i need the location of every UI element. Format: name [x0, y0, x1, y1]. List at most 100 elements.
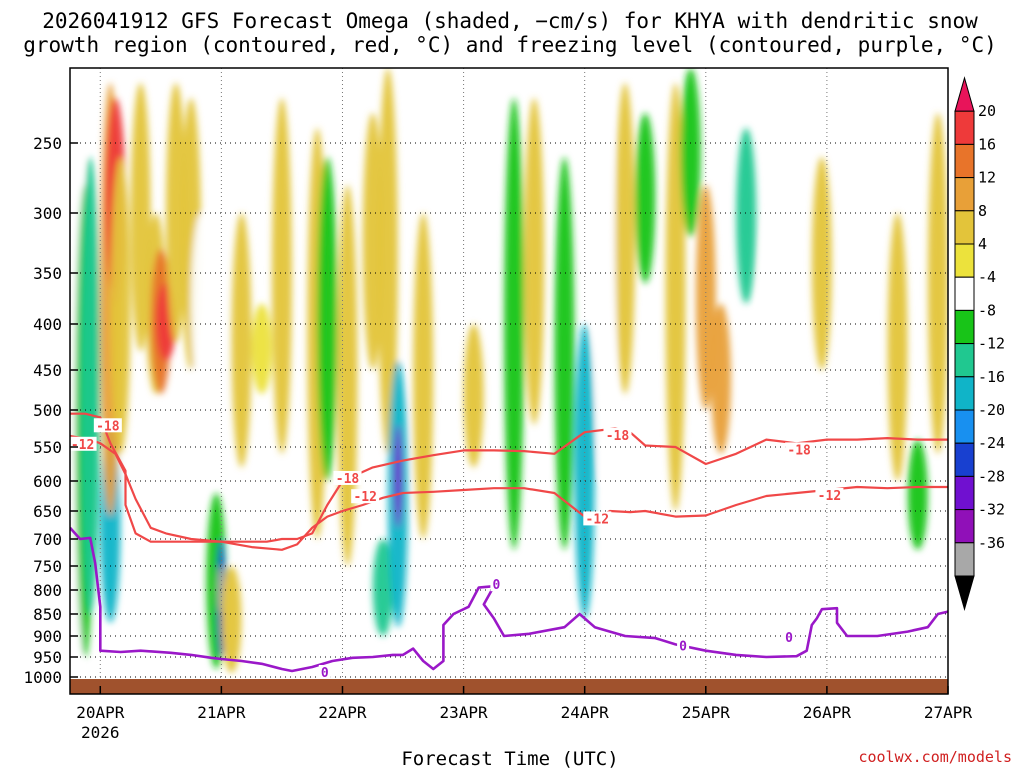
omega-cell: [927, 113, 948, 454]
contour-label-bg: [815, 488, 844, 502]
grid-lines: [70, 68, 948, 694]
omega-cell: [251, 303, 272, 394]
colorbar-segment: [954, 210, 975, 245]
plot-frame: [69, 67, 949, 695]
colorbar-tick-label: -8: [978, 301, 996, 319]
colorbar-segment: [954, 143, 975, 179]
contour-label: -12: [71, 438, 94, 453]
contour-label: -18: [96, 419, 120, 434]
colorbar-segment: [954, 110, 975, 145]
contour-label: -12: [586, 512, 609, 527]
contour-label-bg: [677, 638, 690, 653]
colorbar-tick-label: -4: [978, 268, 996, 286]
contour-label-bg: [93, 418, 122, 433]
colorbar-top-arrow: [954, 76, 975, 112]
omega-cell: [372, 539, 393, 636]
colorbar-tick-label: -16: [978, 368, 1005, 386]
y-tick-label: 250: [33, 134, 62, 153]
terrain-strip: [70, 679, 948, 694]
omega-cell: [907, 439, 928, 550]
y-tick-label: 700: [33, 530, 62, 549]
y-tick-label: 750: [33, 557, 62, 576]
y-tick-label: 850: [33, 605, 62, 624]
omega-cell: [554, 157, 575, 550]
omega-cell: [110, 157, 131, 454]
y-tick-label: 550: [33, 438, 62, 457]
colorbar-tick-label: -24: [978, 434, 1005, 452]
colorbar-tick-label: 12: [978, 169, 996, 187]
omega-cell: [811, 157, 832, 370]
colorbar-tick-label: -20: [978, 401, 1005, 419]
colorbar-segment: [954, 509, 975, 544]
colorbar-tick-label: 4: [978, 235, 987, 253]
x-tick-label: 22APR: [318, 703, 367, 722]
omega-cell: [524, 98, 545, 425]
contour-label: 0: [785, 631, 793, 646]
omega-cell: [504, 98, 525, 550]
omega-cell: [362, 113, 383, 370]
y-tick-label: 300: [33, 204, 62, 223]
contour-label: -12: [353, 490, 376, 505]
contour-label-bg: [333, 470, 362, 485]
omega-cell: [130, 83, 151, 352]
contour-line: [70, 434, 948, 551]
colorbar-segment: [954, 442, 975, 477]
omega-shading: [70, 68, 948, 677]
omega-cell: [594, 98, 615, 481]
contour-label: -18: [606, 429, 630, 444]
x-tick-label: 27APR: [924, 703, 973, 722]
x-tick-label: 24APR: [561, 703, 610, 722]
omega-cell: [271, 98, 292, 454]
x-axis-title: Forecast Time (UTC): [401, 748, 618, 768]
y-tick-label: 950: [33, 648, 62, 667]
y-tick-label: 350: [33, 264, 62, 283]
contour-label: 0: [321, 666, 329, 681]
omega-cell: [413, 213, 434, 539]
colorbar-segment: [954, 376, 975, 411]
contour-line: [70, 526, 948, 673]
omega-cell: [680, 68, 701, 237]
colorbar-bottom-arrow: [954, 575, 975, 612]
omega-cell: [393, 424, 402, 528]
omega-cell: [377, 68, 398, 454]
y-tick-label: 600: [33, 472, 62, 491]
x-tick-sublabel: 2026: [81, 723, 120, 742]
omega-cell: [463, 324, 484, 468]
y-tick-label: 650: [33, 502, 62, 521]
omega-cell: [317, 157, 338, 481]
contour-label-bg: [318, 665, 331, 679]
colorbar-tick-label: -28: [978, 467, 1005, 485]
contour-label: -12: [818, 489, 841, 504]
contour-label-bg: [490, 577, 503, 592]
colorbar-segment: [954, 542, 975, 577]
colorbar-segment: [954, 409, 975, 444]
omega-cell: [231, 213, 252, 468]
y-tick-label: 800: [33, 581, 62, 600]
colorbar-tick-label: -36: [978, 534, 1005, 552]
omega-cell: [574, 324, 595, 619]
omega-cell: [635, 113, 656, 284]
y-tick-label: 900: [33, 627, 62, 646]
x-tick-label: 25APR: [682, 703, 731, 722]
omega-cell: [221, 566, 242, 673]
omega-cell: [80, 157, 101, 614]
colorbar-segment: [954, 177, 975, 212]
y-tick-label: 400: [33, 315, 62, 334]
omega-cell: [710, 303, 731, 454]
colorbar-tick-label: -12: [978, 335, 1005, 353]
contour-label-bg: [603, 427, 632, 442]
contour-label: 0: [492, 578, 500, 593]
contour-label-bg: [785, 442, 814, 457]
omega-cell: [761, 213, 782, 410]
omega-cell: [736, 128, 757, 304]
contour-label-bg: [351, 489, 380, 504]
contour-label-bg: [583, 511, 612, 526]
contour-label: 0: [679, 640, 687, 655]
chart-title-line-1: 2026041912 GFS Forecast Omega (shaded, −…: [42, 9, 978, 33]
colorbar: 20 16 12 8 4 -4 -8 -12 -16 -20 -24 -28 -32 -36: [954, 76, 1005, 612]
chart-title-line-2: growth region (contoured, red, °C) and f…: [23, 33, 997, 57]
